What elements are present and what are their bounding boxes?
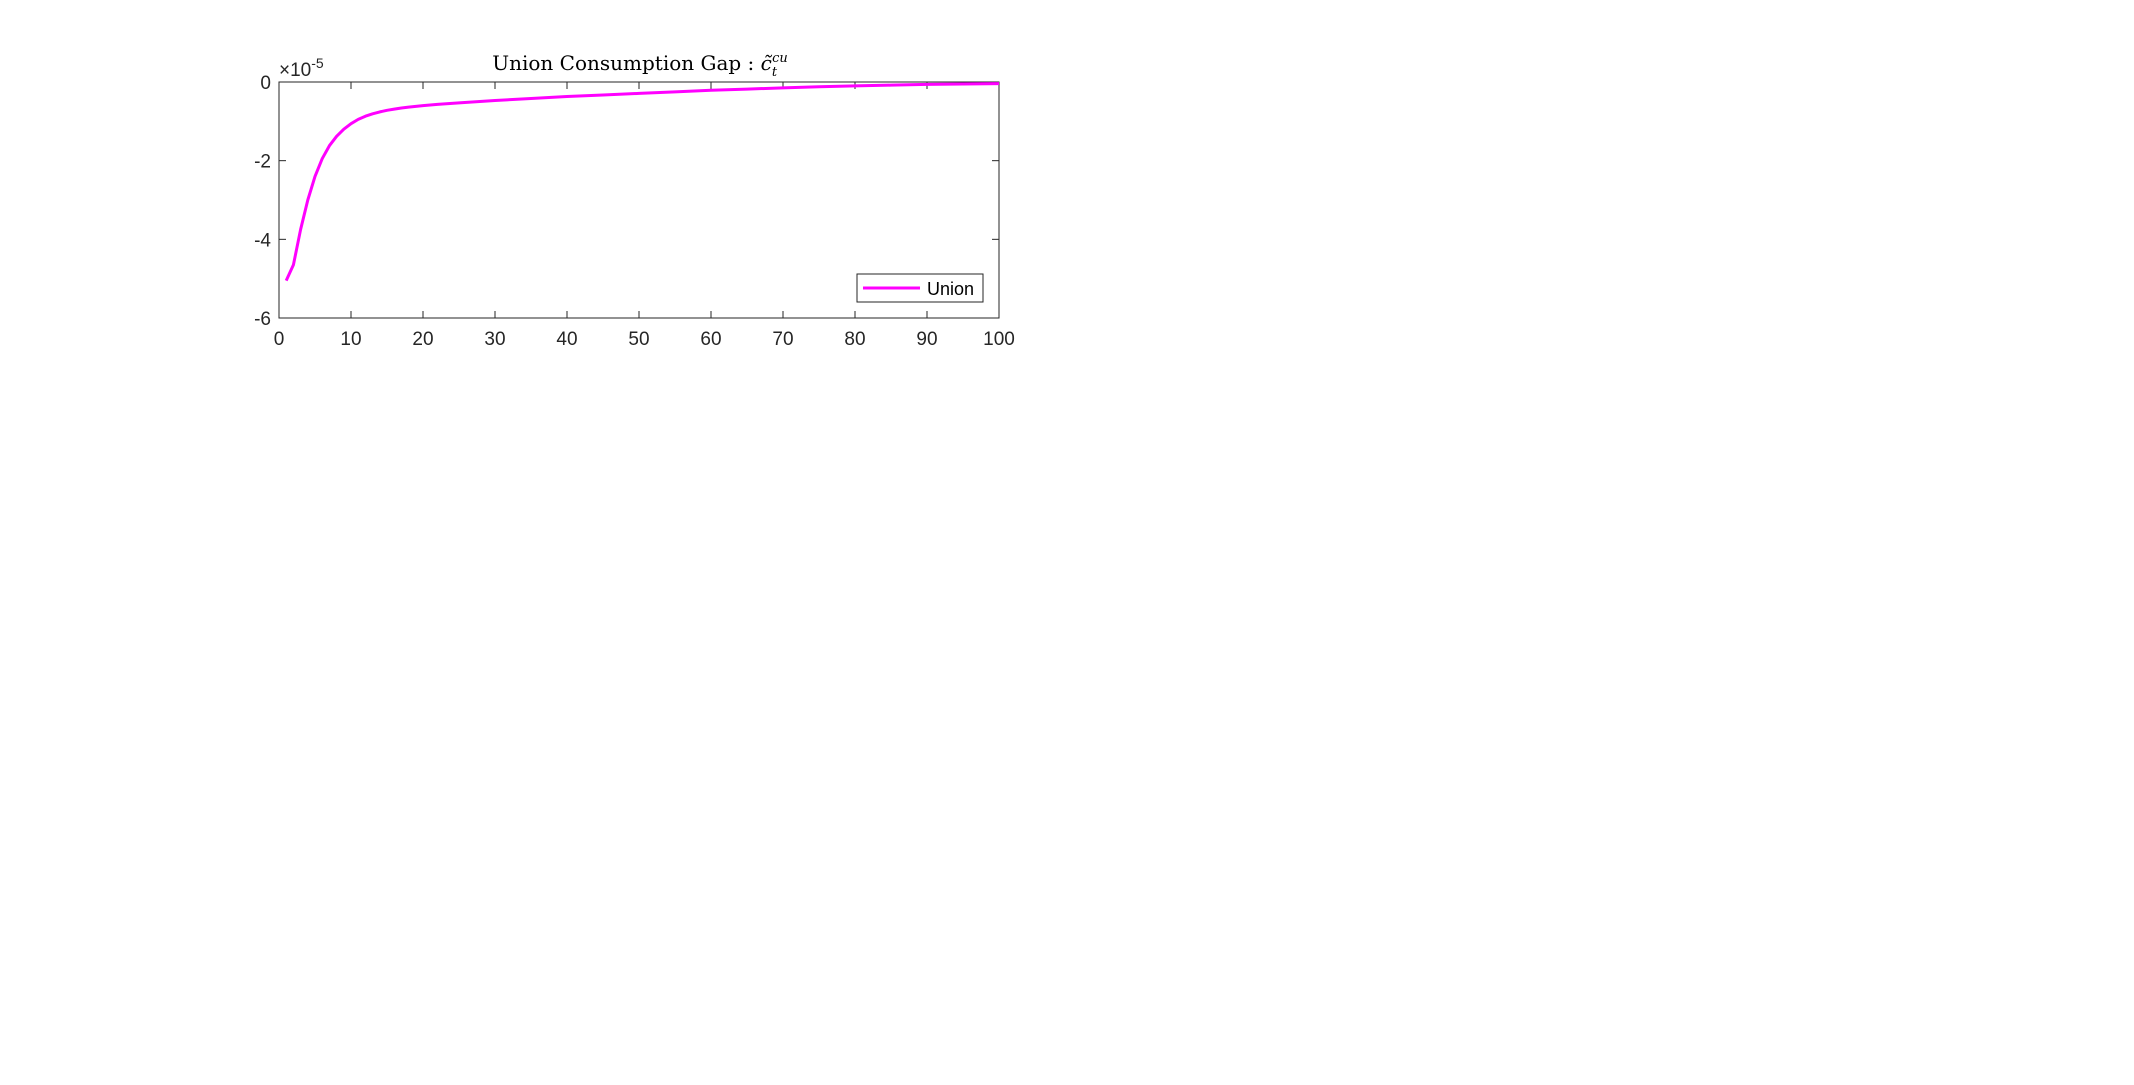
x-tick-label: 30: [484, 329, 505, 350]
y-axis-ticks: 0 -2 -4 -6: [254, 73, 999, 330]
x-tick-label: 90: [916, 329, 937, 350]
x-tick-label: 80: [844, 329, 865, 350]
legend-label-union: Union: [927, 279, 974, 299]
series-line-union: [284, 82, 1000, 282]
y-tick-label: -4: [254, 230, 271, 251]
chart-title-superscript: cu: [772, 51, 788, 66]
x-tick-label: 70: [772, 329, 793, 350]
y-exponent-times: ×: [279, 60, 290, 81]
chart-title-subscript: t: [772, 65, 778, 80]
y-tick-label: -2: [254, 152, 271, 173]
chart-title-symbol: c̃: [761, 51, 773, 75]
x-tick-label: 60: [700, 329, 721, 350]
x-tick-label: 10: [340, 329, 361, 350]
x-tick-label: 100: [983, 329, 1015, 350]
x-tick-label: 0: [274, 329, 285, 350]
chart-title-prefix: Union Consumption Gap :: [492, 51, 760, 75]
x-tick-label: 50: [628, 329, 649, 350]
y-tick-label: -6: [254, 309, 271, 330]
chart-title: Union Consumption Gap : c̃tcu: [492, 51, 788, 80]
y-exponent-power: -5: [311, 55, 324, 71]
legend: Union: [856, 273, 984, 303]
y-exponent-base: 10: [290, 60, 311, 81]
y-tick-label: 0: [260, 73, 271, 94]
x-axis-ticks: 0 10 20 30 40 50 60 70 80 90 100: [274, 82, 1015, 350]
series-layer: [284, 82, 1000, 282]
x-tick-label: 40: [556, 329, 577, 350]
y-axis-exponent-label: ×10-5: [279, 55, 324, 81]
x-tick-label: 20: [412, 329, 433, 350]
